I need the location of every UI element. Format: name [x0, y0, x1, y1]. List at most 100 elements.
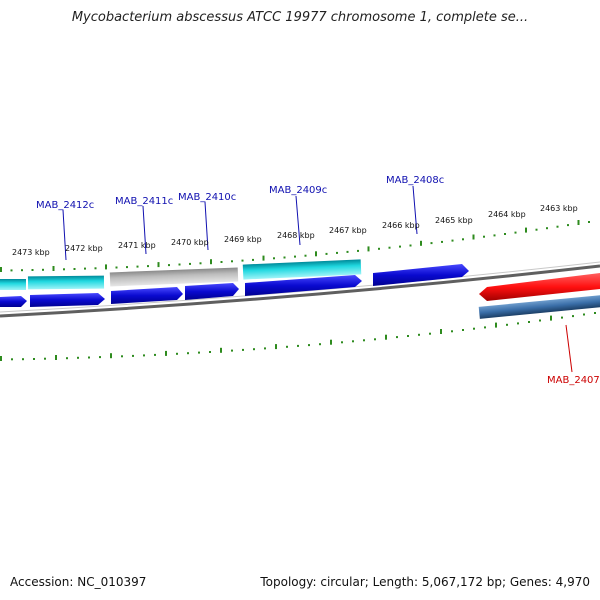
map-title: Mycobacterium abscessus ATCC 19977 chrom…: [71, 10, 529, 25]
minor-tick: [462, 238, 464, 241]
leader-line: [62, 209, 67, 261]
minor-tick: [33, 358, 35, 360]
tick-label-2471: 2471 kbp: [118, 241, 156, 250]
major-tick: [525, 227, 527, 233]
minor-tick: [535, 228, 538, 231]
minor-tick: [147, 265, 149, 268]
upper-tick-row: [0, 220, 590, 272]
leader-line: [142, 205, 147, 255]
minor-tick: [209, 351, 211, 353]
gene-label-mab-2411c[interactable]: MAB_2411c: [115, 196, 173, 207]
minor-tick: [407, 335, 409, 337]
gene-label-mab-2409c[interactable]: MAB_2409c: [269, 185, 327, 196]
major-tick: [275, 344, 277, 350]
minor-tick: [441, 240, 443, 243]
lower-tick-row: [0, 312, 596, 361]
tick-label-2472: 2472 kbp: [65, 244, 103, 253]
minor-tick: [493, 234, 496, 237]
gene-arrow[interactable]: [0, 296, 27, 307]
tick-label-2468: 2468 kbp: [277, 231, 315, 240]
major-tick: [157, 262, 160, 268]
major-tick: [52, 266, 55, 271]
minor-tick: [11, 358, 13, 361]
gene-label-mab-2407[interactable]: MAB_2407: [547, 375, 600, 386]
minor-tick: [199, 262, 202, 265]
minor-tick: [409, 244, 412, 247]
leader-line: [204, 201, 209, 251]
minor-tick: [325, 252, 328, 255]
minor-tick: [429, 332, 431, 335]
minor-tick: [241, 259, 244, 262]
minor-tick: [346, 250, 349, 253]
minor-tick: [66, 357, 68, 360]
gene-arrow[interactable]: [185, 283, 239, 300]
minor-tick: [484, 326, 486, 329]
minor-tick: [176, 352, 178, 355]
minor-tick: [94, 267, 97, 270]
gene-arrow[interactable]: [30, 293, 105, 307]
gene-arrow[interactable]: [245, 275, 362, 296]
minor-tick: [594, 312, 596, 314]
minor-tick: [99, 356, 101, 359]
tick-label-2466: 2466 kbp: [382, 221, 420, 230]
minor-tick: [264, 347, 266, 350]
gene-feature-mab-2412c[interactable]: [27, 275, 105, 290]
gene-feature-mab-2409c[interactable]: [242, 259, 362, 280]
minor-tick: [399, 245, 401, 248]
major-tick: [105, 264, 107, 270]
gene-label-mab-2410c[interactable]: MAB_2410c: [178, 192, 236, 203]
gene-feature[interactable]: [0, 279, 26, 290]
major-tick: [420, 240, 422, 246]
minor-tick: [374, 338, 376, 341]
gene-feature-mab-2411c[interactable]: [109, 267, 239, 287]
minor-tick: [352, 340, 354, 343]
minor-tick: [84, 267, 86, 270]
major-tick: [472, 234, 475, 240]
major-tick: [330, 339, 332, 345]
minor-tick: [473, 327, 475, 330]
tick-label-2463: 2463 kbp: [540, 204, 578, 213]
minor-tick: [319, 343, 321, 346]
major-tick: [210, 259, 212, 265]
gene-arrow[interactable]: [373, 264, 469, 286]
gene-label-mab-2408c[interactable]: MAB_2408c: [386, 175, 444, 186]
tick-label-2469: 2469 kbp: [224, 235, 262, 244]
minor-tick: [567, 224, 569, 227]
gene-arrow-mab-2407[interactable]: [479, 273, 600, 301]
minor-tick: [451, 239, 454, 242]
minor-tick: [462, 329, 464, 331]
minor-tick: [231, 260, 233, 263]
major-tick: [495, 322, 497, 328]
minor-tick: [504, 233, 506, 235]
gene-arrow[interactable]: [111, 287, 183, 304]
backbone-outer: [0, 264, 600, 318]
major-tick: [55, 355, 57, 360]
tick-label-2473: 2473 kbp: [12, 248, 50, 257]
minor-tick: [253, 348, 255, 351]
minor-tick: [283, 256, 286, 259]
minor-tick: [154, 353, 156, 356]
minor-tick: [252, 258, 254, 261]
minor-tick: [418, 333, 420, 336]
minor-tick: [451, 330, 453, 333]
minor-tick: [363, 339, 365, 342]
minor-tick: [388, 246, 391, 249]
gene-feature[interactable]: [478, 295, 600, 319]
major-tick: [367, 246, 370, 252]
minor-tick: [44, 357, 46, 360]
minor-tick: [286, 345, 288, 348]
minor-tick: [115, 266, 118, 269]
gene-label-mab-2412c[interactable]: MAB_2412c: [36, 200, 94, 211]
minor-tick: [336, 251, 338, 254]
minor-tick: [583, 313, 585, 316]
minor-tick: [132, 354, 134, 357]
minor-tick: [273, 257, 275, 260]
minor-tick: [539, 319, 541, 322]
minor-tick: [341, 341, 343, 344]
minor-tick: [572, 315, 574, 318]
minor-tick: [396, 336, 398, 339]
minor-tick: [22, 358, 24, 361]
minor-tick: [220, 261, 223, 263]
minor-tick: [121, 355, 123, 358]
